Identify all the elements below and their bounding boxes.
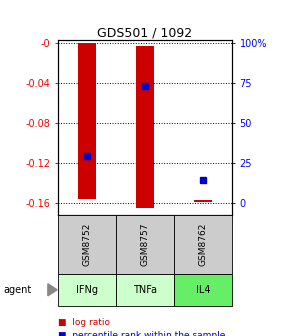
Text: TNFa: TNFa	[133, 285, 157, 295]
Polygon shape	[48, 284, 57, 296]
Bar	[136, 46, 154, 208]
Text: GSM8752: GSM8752	[82, 223, 92, 266]
Text: agent: agent	[3, 285, 31, 295]
Title: GDS501 / 1092: GDS501 / 1092	[97, 26, 193, 39]
Text: IL4: IL4	[196, 285, 210, 295]
Bar	[78, 43, 96, 199]
Text: ■  log ratio: ■ log ratio	[58, 318, 110, 327]
Bar	[194, 200, 212, 202]
Text: ■  percentile rank within the sample: ■ percentile rank within the sample	[58, 332, 225, 336]
Text: IFNg: IFNg	[76, 285, 98, 295]
Text: GSM8762: GSM8762	[198, 223, 208, 266]
Text: GSM8757: GSM8757	[140, 223, 150, 266]
